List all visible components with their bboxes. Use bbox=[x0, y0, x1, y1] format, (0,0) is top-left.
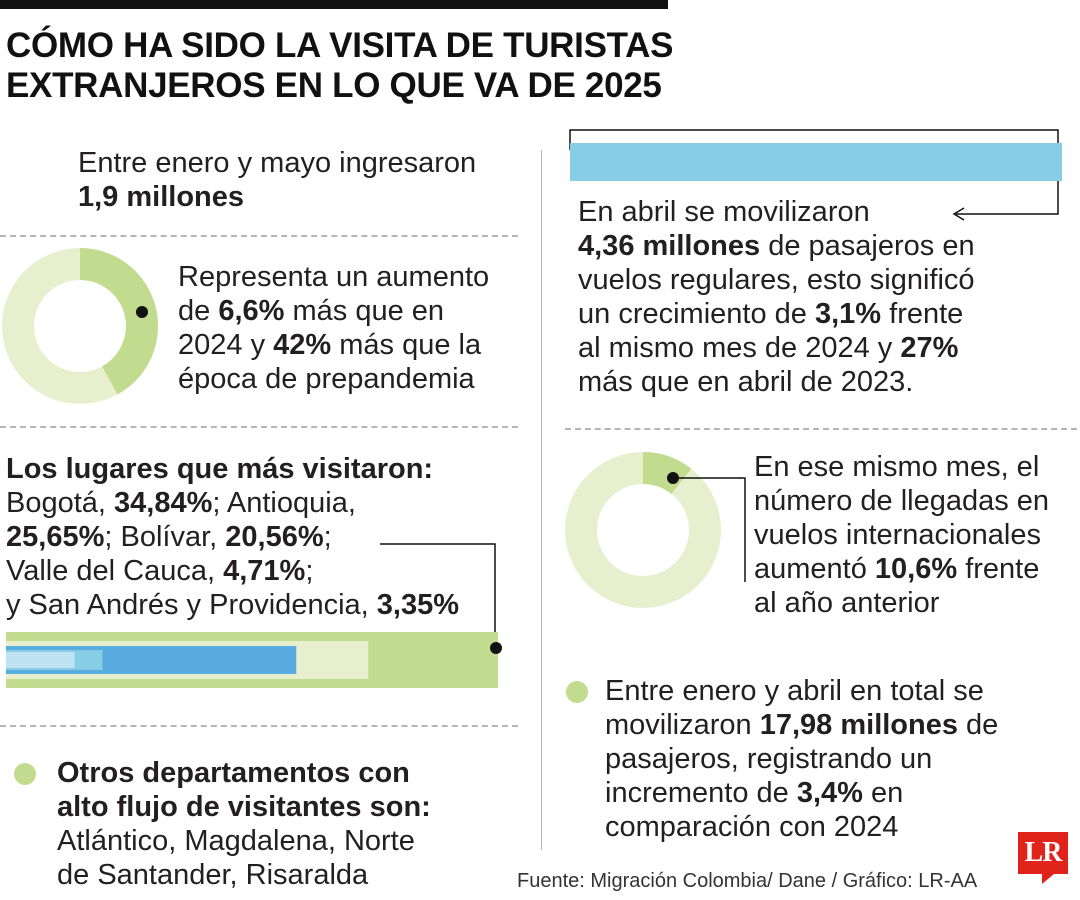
place-bogota: Bogotá, bbox=[6, 487, 115, 519]
april-line-4-a: un crecimiento de bbox=[578, 298, 815, 330]
april-line-1: En abril se movilizaron bbox=[578, 196, 870, 228]
value-antioquia: 25,65% bbox=[6, 521, 105, 553]
top-rule bbox=[0, 0, 668, 9]
title-line-2: EXTRANJEROS EN LO QUE VA DE 2025 bbox=[6, 66, 662, 105]
place-valle: Valle del Cauca, bbox=[6, 555, 224, 587]
bullet-dot bbox=[14, 763, 36, 785]
others-heading-2: alto flujo de visitantes son: bbox=[57, 791, 431, 823]
donut-intl bbox=[565, 452, 740, 608]
april-27: 27% bbox=[900, 332, 959, 364]
others-line-2: de Santander, Risaralda bbox=[57, 859, 369, 891]
increase-line-1: Representa un aumento bbox=[178, 261, 490, 293]
total-line-4: incremento de 3,4% en bbox=[605, 776, 998, 810]
separator bbox=[0, 725, 518, 727]
place-bolivar: ; Bolívar, bbox=[104, 521, 226, 553]
places-heading: Los lugares que más visitaron: bbox=[6, 453, 434, 485]
total-line-2: movilizaron 17,98 millones de bbox=[605, 708, 998, 742]
places-text: Los lugares que más visitaron: Bogotá, 3… bbox=[6, 452, 459, 622]
page-title: CÓMO HA SIDO LA VISITA DE TURISTAS EXTRA… bbox=[6, 26, 706, 106]
bar-san-andres bbox=[6, 652, 75, 668]
intl-line-2: número de llegadas en bbox=[754, 485, 1050, 517]
total-line-4-a: incremento de bbox=[605, 777, 797, 809]
others-heading-1: Otros departamentos con bbox=[57, 757, 410, 789]
donut-increase-slice bbox=[2, 248, 158, 404]
donut-intl-track bbox=[565, 452, 721, 608]
intl-connector bbox=[739, 477, 746, 582]
april-line-2-b: de pasajeros en bbox=[760, 230, 975, 262]
total-line-3: pasajeros, registrando un bbox=[605, 743, 933, 775]
value-bolivar: 20,56% bbox=[225, 521, 324, 553]
places-line-3: Valle del Cauca, 4,71%; bbox=[6, 554, 459, 588]
increase-line-3-a: 2024 y bbox=[178, 329, 274, 361]
april-line-5: al mismo mes de 2024 y 27% bbox=[578, 331, 975, 365]
intl-line-4-b: frente bbox=[957, 553, 1040, 585]
increase-line-2: de 6,6% más que en bbox=[178, 294, 489, 328]
increase-6-6: 6,6% bbox=[218, 295, 285, 327]
total-passengers: 17,98 millones bbox=[759, 709, 958, 741]
april-line-5-a: al mismo mes de 2024 y bbox=[578, 332, 901, 364]
places-sep-2: ; bbox=[305, 555, 314, 587]
bar-abril-passengers bbox=[570, 143, 1062, 181]
column-divider bbox=[541, 150, 542, 850]
total-growth: 3,4% bbox=[796, 777, 863, 809]
passengers-bar-chart bbox=[569, 129, 1062, 221]
increase-42: 42% bbox=[273, 329, 332, 361]
intro-text: Entre enero y mayo ingresaron 1,9 millon… bbox=[78, 146, 476, 214]
places-sep: ; bbox=[323, 521, 332, 553]
increase-line-2-b: más que en bbox=[284, 295, 445, 327]
donut-increase bbox=[2, 248, 158, 404]
intl-line-1: En ese mismo mes, el bbox=[754, 451, 1040, 483]
places-bar-chart bbox=[6, 632, 502, 688]
april-line-4-b: frente bbox=[881, 298, 964, 330]
bullet-dot bbox=[566, 681, 588, 703]
increase-line-4: época de prepandemia bbox=[178, 363, 475, 395]
april-growth: 3,1% bbox=[814, 298, 882, 330]
total-line-2-b: de bbox=[958, 709, 999, 741]
intl-line-5: al año anterior bbox=[754, 587, 940, 619]
intl-line-4: aumentó 10,6% frente bbox=[754, 552, 1049, 586]
places-line-4: y San Andrés y Providencia, 3,35% bbox=[6, 588, 459, 622]
increase-text: Representa un aumento de 6,6% más que en… bbox=[178, 260, 489, 396]
source-credit: Fuente: Migración Colombia/ Dane / Gráfi… bbox=[517, 870, 978, 892]
total-line-4-b: en bbox=[862, 777, 904, 809]
total-line-2-a: movilizaron bbox=[605, 709, 760, 741]
april-line-4: un crecimiento de 3,1% frente bbox=[578, 297, 975, 331]
april-line-3: vuelos regulares, esto significó bbox=[578, 264, 975, 296]
total-line-1: Entre enero y abril en total se bbox=[605, 675, 984, 707]
intl-growth: 10,6% bbox=[874, 553, 958, 585]
separator bbox=[0, 235, 518, 237]
others-text: Otros departamentos con alto flujo de vi… bbox=[57, 756, 431, 892]
total-line-5: comparación con 2024 bbox=[605, 811, 899, 843]
place-antioquia: ; Antioquia, bbox=[212, 487, 356, 519]
increase-line-2-a: de bbox=[178, 295, 219, 327]
lr-logo: LR bbox=[1018, 832, 1068, 874]
donut-intl-slice bbox=[565, 452, 721, 608]
april-line-6: más que en abril de 2023. bbox=[578, 366, 914, 398]
total-text: Entre enero y abril en total se moviliza… bbox=[605, 674, 998, 844]
title-line-1: CÓMO HA SIDO LA VISITA DE TURISTAS bbox=[6, 26, 674, 65]
april-line-2: 4,36 millones de pasajeros en bbox=[578, 229, 975, 263]
intl-line-3: vuelos internacionales bbox=[754, 519, 1041, 551]
donut-increase-pointer bbox=[136, 306, 148, 318]
places-line-2: 25,65%; Bolívar, 20,56%; bbox=[6, 520, 459, 554]
intro-highlight: 1,9 millones bbox=[78, 181, 245, 213]
places-connector bbox=[380, 543, 496, 648]
place-san-andres: y San Andrés y Providencia, bbox=[6, 589, 377, 621]
intl-text: En ese mismo mes, el número de llegadas … bbox=[754, 450, 1049, 620]
others-line-1: Atlántico, Magdalena, Norte bbox=[57, 825, 415, 857]
intl-line-4-a: aumentó bbox=[754, 553, 875, 585]
separator bbox=[565, 428, 1077, 430]
separator bbox=[0, 426, 518, 428]
value-bogota: 34,84% bbox=[114, 487, 213, 519]
increase-line-3-b: más que la bbox=[331, 329, 482, 361]
places-line-1: Bogotá, 34,84%; Antioquia, bbox=[6, 486, 459, 520]
value-san-andres: 3,35% bbox=[376, 589, 459, 621]
bar-pointer bbox=[490, 642, 502, 654]
lr-logo-tail bbox=[1042, 874, 1054, 884]
april-passengers: 4,36 millones bbox=[578, 230, 761, 262]
intro-line: Entre enero y mayo ingresaron bbox=[78, 147, 477, 179]
april-text: En abril se movilizaron 4,36 millones de… bbox=[578, 195, 975, 399]
value-valle: 4,71% bbox=[223, 555, 306, 587]
increase-line-3: 2024 y 42% más que la bbox=[178, 328, 489, 362]
